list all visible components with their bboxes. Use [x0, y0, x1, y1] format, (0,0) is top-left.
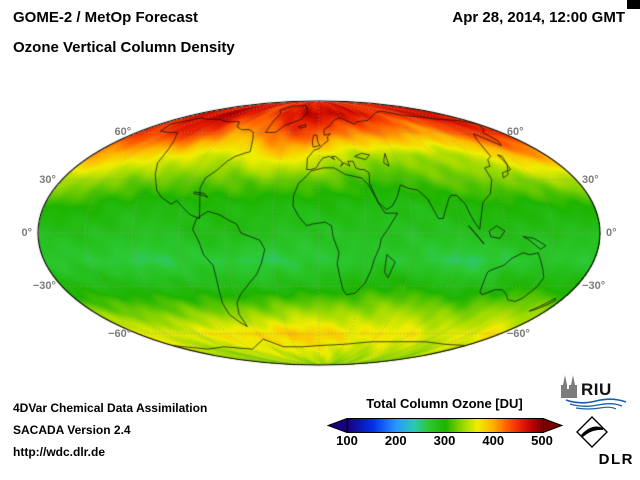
corner-marker: [627, 0, 640, 9]
footer-version-label: SACADA Version 2.4: [13, 423, 131, 437]
lat-label-right: 0°: [606, 227, 617, 239]
lat-label-left: −60°: [108, 327, 132, 340]
colorbar-left-arrow-icon: [327, 418, 347, 433]
lat-label-right: −30°: [582, 280, 606, 293]
colorbar-tick-500: 500: [531, 433, 553, 448]
colorbar-tick-100: 100: [336, 433, 358, 448]
lat-label-right: 60°: [506, 126, 524, 139]
lat-label-right: 30°: [582, 173, 599, 186]
cathedral-icon: [561, 375, 577, 398]
colorbar-ticks: 100 200 300 400 500: [336, 433, 553, 451]
dlr-text: DLR: [598, 451, 634, 468]
page-title: GOME-2 / MetOp Forecast: [13, 9, 199, 26]
datetime-label: Apr 28, 2014, 12:00 GMT: [452, 9, 625, 26]
riu-logo: RIU: [560, 374, 636, 410]
colorbar-gradient: [347, 418, 544, 433]
footer-url-label: http://wdc.dlr.de: [13, 445, 105, 459]
lat-label-left: 60°: [114, 126, 132, 139]
colorbar-tick-300: 300: [433, 433, 456, 448]
colorbar-tick-200: 200: [384, 433, 407, 448]
riu-text: RIU: [581, 380, 612, 399]
footer-assimilation-label: 4DVar Chemical Data Assimilation: [13, 401, 208, 415]
colorbar-tick-400: 400: [482, 433, 505, 448]
dlr-symbol-icon: [576, 416, 608, 448]
lat-label-right: −60°: [506, 327, 530, 340]
lat-label-left: 0°: [21, 227, 32, 239]
colorbar-right-arrow-icon: [543, 418, 563, 433]
dlr-logo: DLR: [570, 414, 636, 472]
colorbar: Total Column Ozone [DU] 100 200 300 400 500: [327, 396, 563, 454]
page-subtitle: Ozone Vertical Column Density: [13, 39, 235, 56]
lat-label-left: −30°: [32, 280, 56, 293]
colorbar-title: Total Column Ozone [DU]: [366, 396, 523, 411]
riu-waves-icon: [565, 398, 627, 410]
lat-label-left: 30°: [39, 173, 56, 186]
